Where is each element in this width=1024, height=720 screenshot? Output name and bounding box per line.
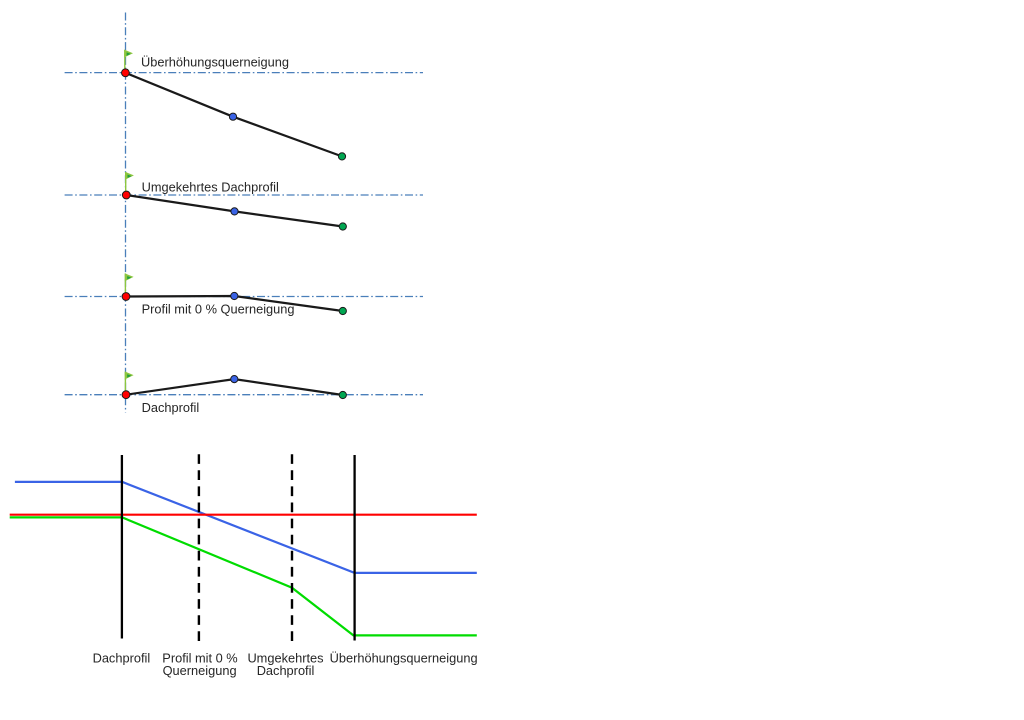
svg-text:Umgekehrtes Dachprofil: Umgekehrtes Dachprofil bbox=[142, 180, 279, 195]
svg-text:Querneigung: Querneigung bbox=[163, 663, 237, 678]
svg-text:Profil mit 0 % Querneigung: Profil mit 0 % Querneigung bbox=[142, 302, 295, 317]
svg-text:Dachprofil: Dachprofil bbox=[142, 400, 200, 415]
svg-text:Dachprofil: Dachprofil bbox=[257, 663, 315, 678]
svg-text:Profil mit 0 %: Profil mit 0 % bbox=[162, 651, 237, 666]
svg-text:Umgekehrtes: Umgekehrtes bbox=[247, 651, 323, 666]
svg-text:Dachprofil: Dachprofil bbox=[93, 651, 151, 666]
svg-text:Überhöhungsquerneigung: Überhöhungsquerneigung bbox=[141, 55, 289, 70]
svg-text:Überhöhungsquerneigung: Überhöhungsquerneigung bbox=[330, 651, 478, 666]
